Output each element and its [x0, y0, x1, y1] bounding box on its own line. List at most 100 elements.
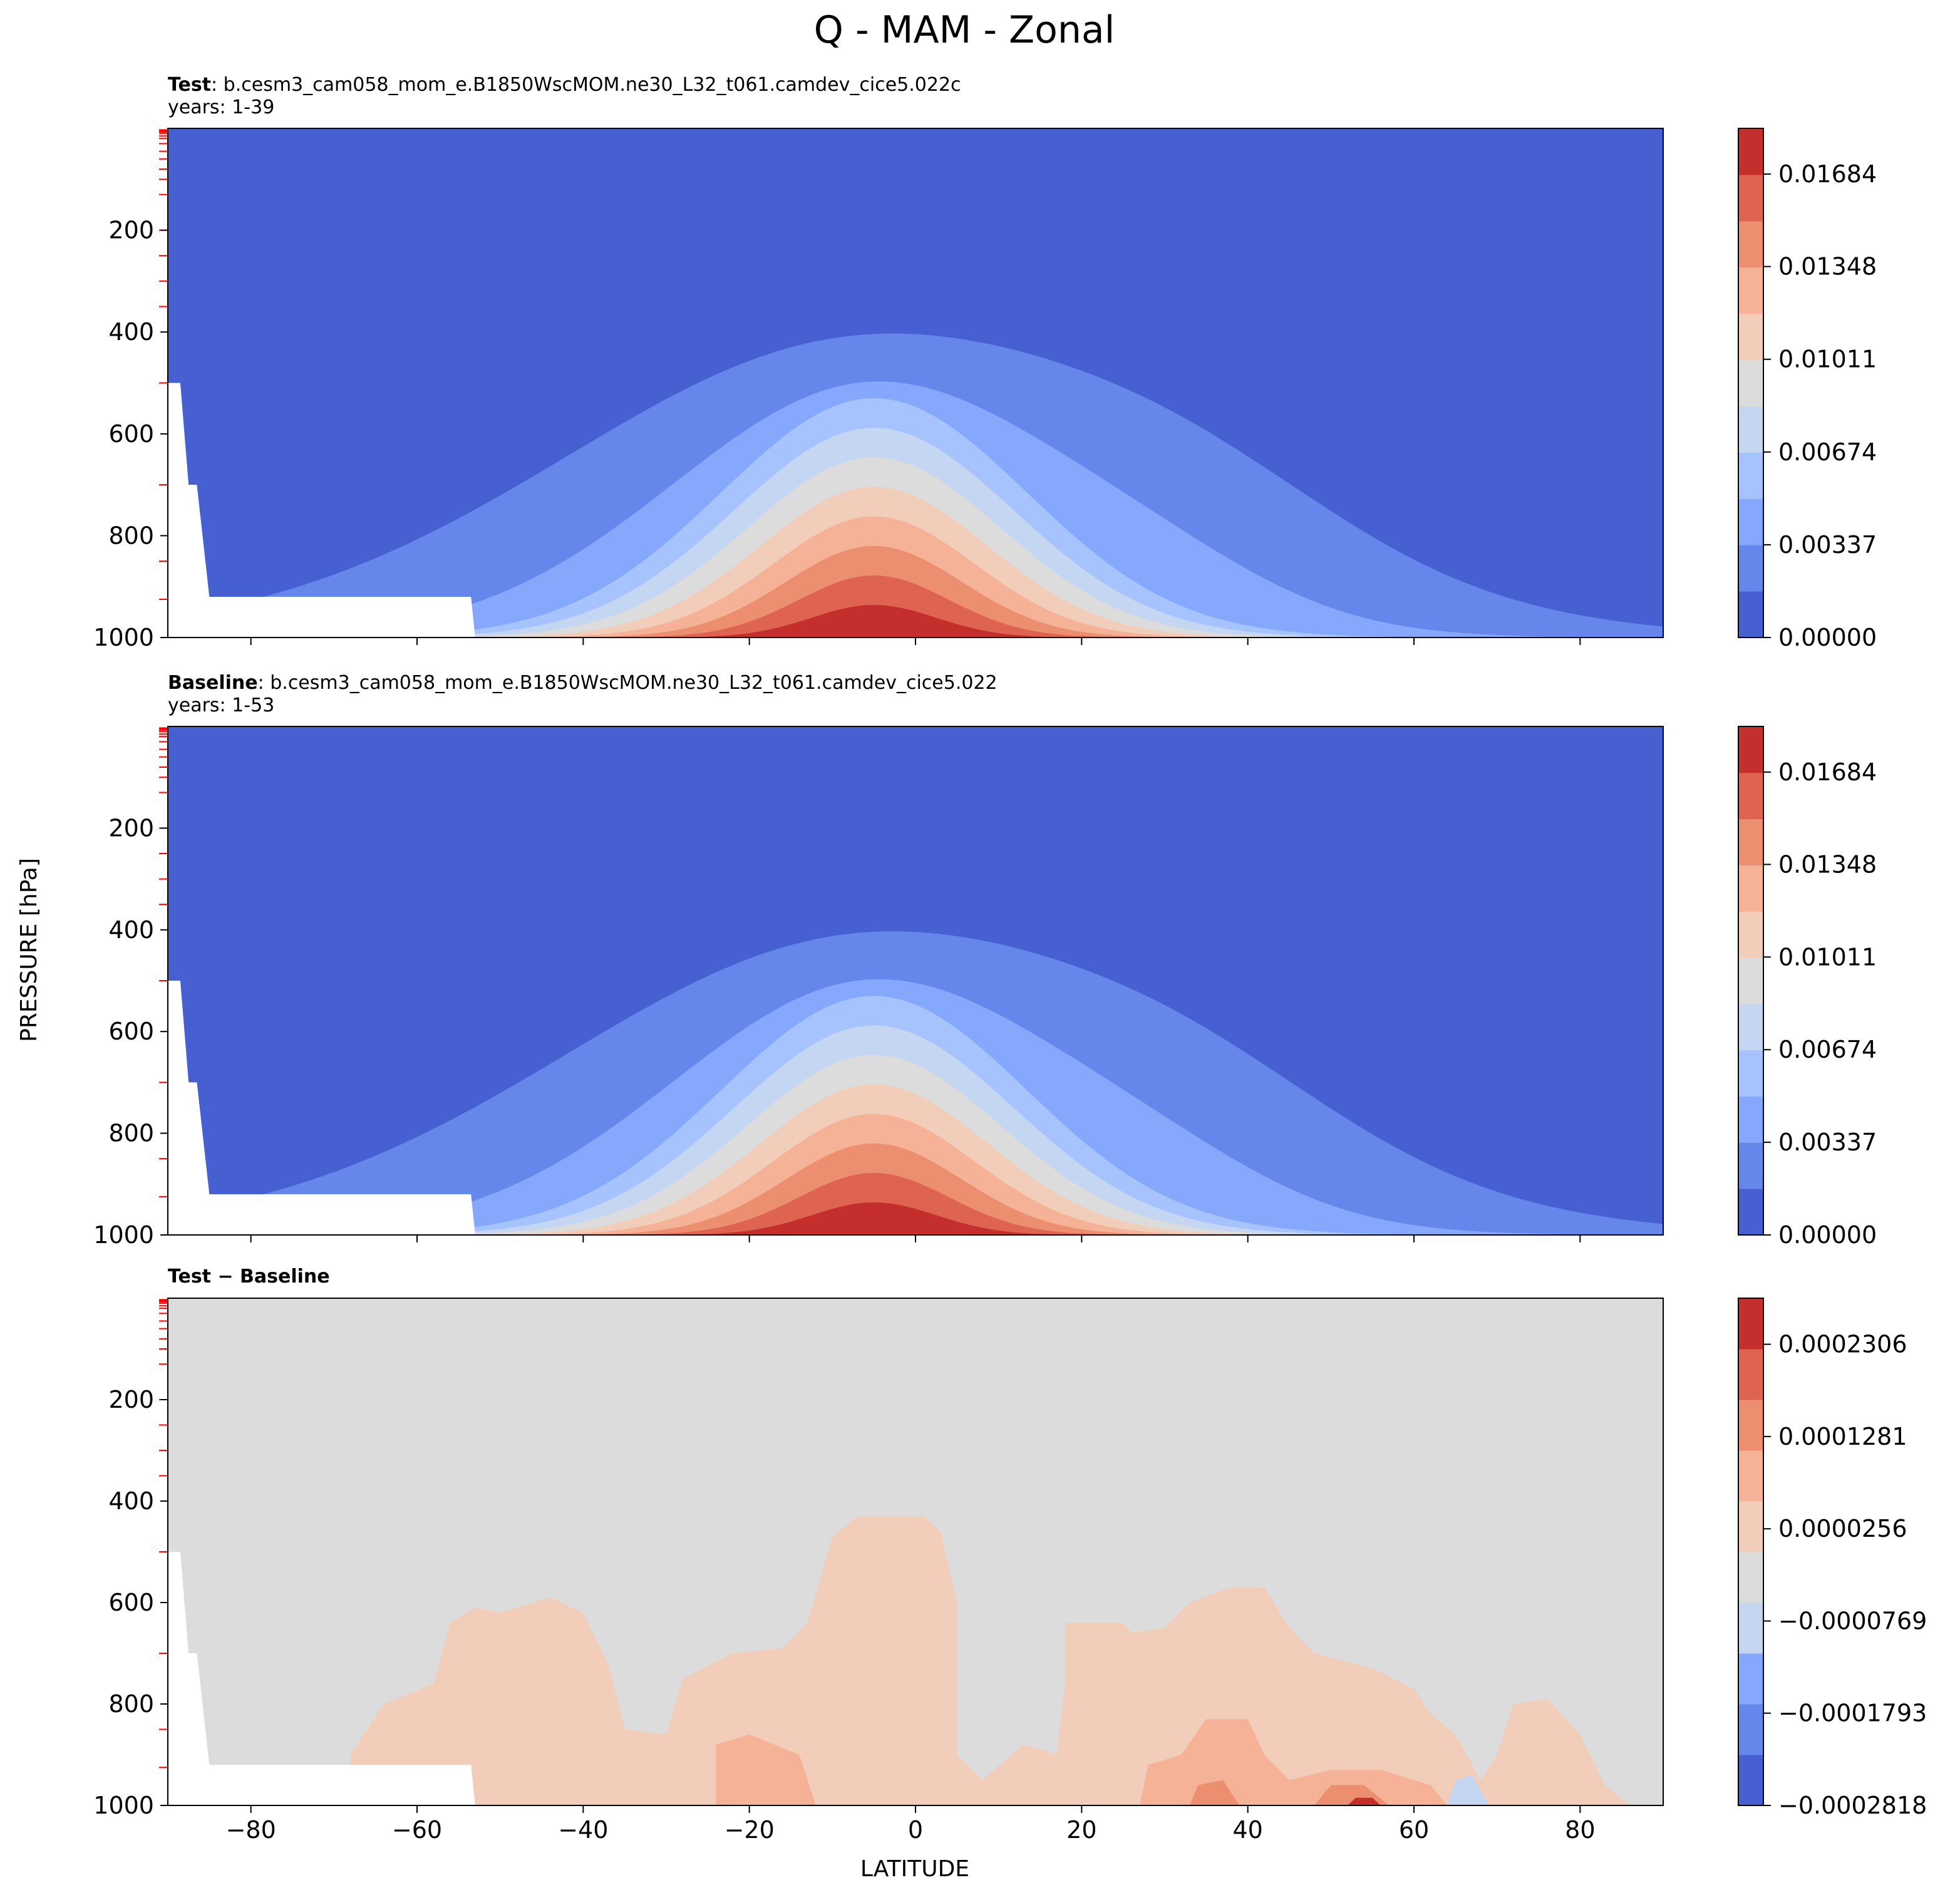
missing-data-region	[168, 981, 475, 1235]
colorbar-segment	[1738, 1298, 1763, 1350]
x-tick-label: −80	[226, 1816, 276, 1844]
y-tick-label: 200	[108, 1386, 154, 1413]
colorbar-tick-label: 0.00000	[1778, 1221, 1877, 1249]
colorbar-tick-label: 0.01011	[1778, 943, 1877, 971]
colorbar-tick-label: −0.0000769	[1778, 1608, 1927, 1635]
y-tick-label: 600	[108, 1589, 154, 1616]
missing-data-region	[168, 383, 475, 638]
y-tick-label: 400	[108, 916, 154, 944]
colorbar-segment	[1738, 1189, 1763, 1236]
panel-heading-case: : b.cesm3_cam058_mom_e.B1850WscMOM.ne30_…	[258, 672, 998, 694]
panel-field	[168, 726, 1663, 1235]
colorbar-frame	[1738, 1298, 1764, 1806]
colorbar-segment	[1738, 1142, 1763, 1189]
panel-field	[168, 128, 1663, 638]
panel-heading: Test − Baseline	[168, 1266, 330, 1288]
diff-positive-band-3a	[1189, 1780, 1240, 1805]
colorbar-tick-label: −0.0001793	[1778, 1700, 1927, 1727]
colorbar-segment	[1738, 1050, 1763, 1097]
y-tick-label: 400	[108, 318, 154, 346]
y-tick-label: 400	[108, 1487, 154, 1515]
panel-heading: Test: b.cesm3_cam058_mom_e.B1850WscMOM.n…	[168, 74, 961, 96]
x-tick-label: −40	[558, 1816, 608, 1844]
y-tick-label: 800	[108, 1120, 154, 1147]
colorbar-tick-label: 0.01684	[1778, 758, 1877, 786]
x-tick-label: −20	[725, 1816, 775, 1844]
colorbar-segment	[1738, 1349, 1763, 1400]
x-axis-label: LATITUDE	[860, 1856, 969, 1882]
y-tick-label: 800	[108, 1690, 154, 1718]
colorbar-segment	[1738, 452, 1763, 499]
panel-years: years: 1-39	[168, 96, 274, 118]
x-tick-label: 40	[1232, 1816, 1262, 1844]
diff-negative-band-1	[1447, 1775, 1489, 1805]
colorbar-tick-label: 0.00337	[1778, 1128, 1877, 1156]
colorbar-frame	[1738, 128, 1764, 638]
colorbar-tick-label: 0.01348	[1778, 850, 1877, 878]
y-tick-label: 800	[108, 522, 154, 549]
colorbar-segment	[1738, 1003, 1763, 1051]
colorbar-tick-label: 0.01348	[1778, 253, 1877, 281]
colorbar-segment	[1738, 1653, 1763, 1705]
panel-baseline: Baseline: b.cesm3_cam058_mom_e.B1850WscM…	[93, 672, 1877, 1249]
colorbar-segment	[1738, 1552, 1763, 1603]
panel-heading-case: : b.cesm3_cam058_mom_e.B1850WscMOM.ne30_…	[211, 74, 961, 96]
panel-heading-bold: Baseline	[168, 672, 258, 694]
y-tick-label: 200	[108, 814, 154, 842]
contour-band-10	[699, 605, 1049, 638]
panel-heading: Baseline: b.cesm3_cam058_mom_e.B1850WscM…	[168, 672, 998, 694]
x-tick-label: 60	[1399, 1816, 1429, 1844]
contour-band-10	[699, 1202, 1049, 1235]
colorbar-segment	[1738, 1450, 1763, 1502]
x-tick-label: 20	[1066, 1816, 1096, 1844]
colorbar-tick-label: 0.00000	[1778, 624, 1877, 651]
y-tick-label: 600	[108, 420, 154, 448]
diff-positive-band-4	[1347, 1797, 1381, 1805]
colorbar-segment	[1738, 174, 1763, 222]
colorbar-segment	[1738, 267, 1763, 314]
colorbar-frame	[1738, 726, 1764, 1236]
missing-data-region	[168, 1552, 475, 1805]
colorbar-segment	[1738, 591, 1763, 638]
y-tick-label: 200	[108, 217, 154, 244]
colorbar-tick-label: 0.0000256	[1778, 1515, 1907, 1542]
colorbar-segment	[1738, 865, 1763, 912]
panel-years: years: 1-53	[168, 694, 274, 716]
figure-title: Q - MAM - Zonal	[814, 8, 1115, 52]
colorbar-segment	[1738, 545, 1763, 592]
colorbar-segment	[1738, 498, 1763, 545]
y-tick-label: 1000	[93, 1792, 154, 1819]
x-tick-label: 0	[908, 1816, 923, 1844]
x-tick-label: 80	[1565, 1816, 1595, 1844]
colorbar-segment	[1738, 1704, 1763, 1755]
colorbar-segment	[1738, 911, 1763, 958]
colorbar-segment	[1738, 726, 1763, 773]
colorbar-segment	[1738, 406, 1763, 453]
panel-test: Test: b.cesm3_cam058_mom_e.B1850WscMOM.n…	[93, 74, 1877, 651]
colorbar-tick-label: 0.0002306	[1778, 1331, 1907, 1358]
colorbar-segment	[1738, 1501, 1763, 1552]
x-tick-label: −60	[392, 1816, 442, 1844]
y-tick-label: 1000	[93, 1221, 154, 1249]
colorbar-segment	[1738, 1603, 1763, 1654]
colorbar-segment	[1738, 958, 1763, 1004]
colorbar-segment	[1738, 313, 1763, 361]
panel-heading-bold: Test − Baseline	[168, 1266, 330, 1288]
diff-positive-band-1	[350, 1516, 1630, 1805]
colorbar-tick-label: 0.00674	[1778, 1036, 1877, 1063]
colorbar-segment	[1738, 818, 1763, 865]
colorbar-tick-label: 0.00337	[1778, 531, 1877, 559]
colorbar-segment	[1738, 359, 1763, 406]
colorbar-segment	[1738, 772, 1763, 820]
colorbar-segment	[1738, 220, 1763, 268]
colorbar-segment	[1738, 1096, 1763, 1143]
colorbar-tick-label: 0.01011	[1778, 346, 1877, 373]
panel-heading-bold: Test	[168, 74, 211, 96]
colorbar-tick-label: 0.01684	[1778, 160, 1877, 188]
colorbar-segment	[1738, 1755, 1763, 1806]
y-tick-label: 1000	[93, 624, 154, 651]
colorbar-segment	[1738, 128, 1763, 175]
colorbar-segment	[1738, 1400, 1763, 1451]
